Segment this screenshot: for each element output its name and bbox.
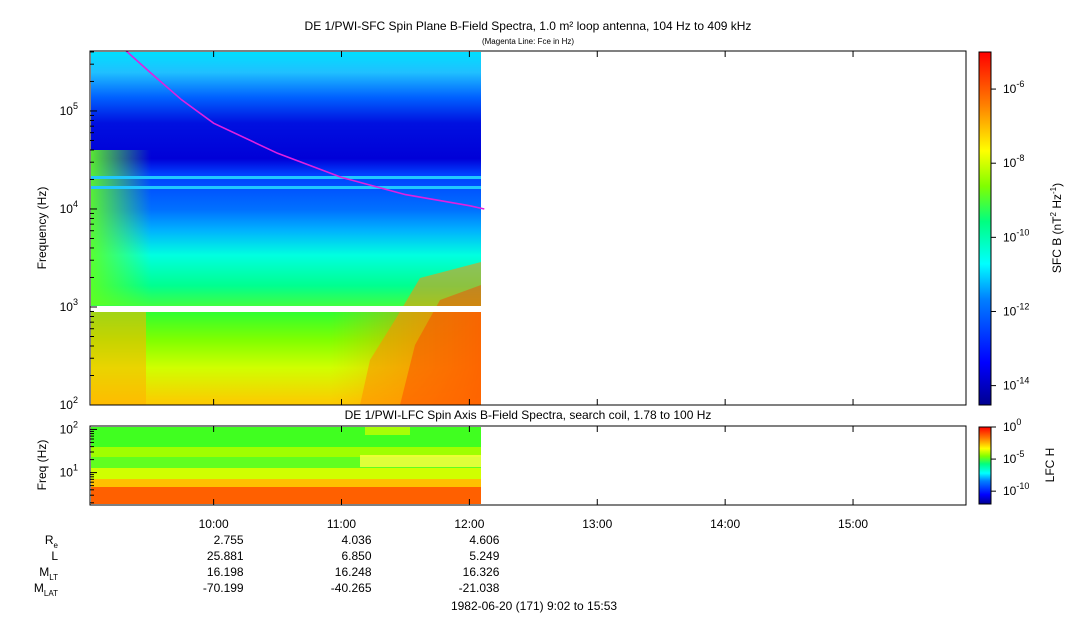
sfc-colorbar-label: SFC B (nT2 Hz-1) — [1049, 183, 1064, 273]
y-tick-label: 102 — [60, 395, 78, 412]
sfc-plot-frame — [89, 50, 967, 406]
ephemeris-value: 5.249 — [469, 549, 499, 563]
colorbar-tick-label: 10-14 — [1003, 376, 1029, 393]
ephemeris-value: 16.248 — [335, 565, 372, 579]
colorbar-tick-label: 10-8 — [1003, 153, 1024, 170]
y-tick-label: 105 — [60, 101, 78, 118]
sfc-early-burst-low — [91, 312, 146, 405]
x-tick-label: 15:00 — [838, 517, 868, 531]
ephemeris-value: 25.881 — [207, 549, 244, 563]
lfc-colorbar-ticks: 100 10-5 10-10 — [991, 417, 1029, 498]
sfc-line-a — [91, 176, 481, 179]
lfc-colorbar: 100 10-5 10-10 LFC H — [978, 417, 1057, 505]
lfc-plot-frame — [89, 425, 967, 506]
colorbar-tick-label: 100 — [1003, 417, 1021, 434]
lfc-title: DE 1/PWI-LFC Spin Axis B-Field Spectra, … — [345, 408, 712, 422]
lfc-band-3 — [91, 457, 481, 468]
lfc-band-6 — [91, 487, 481, 504]
lfc-image — [91, 427, 481, 504]
x-tick-label: 11:00 — [327, 517, 356, 531]
sfc-gap — [91, 306, 481, 312]
y-tick-label: 104 — [60, 199, 78, 216]
ephemeris-label: MLAT — [34, 581, 58, 598]
ephemeris-label: L — [51, 549, 58, 563]
ephemeris-value: 6.850 — [341, 549, 371, 563]
y-tick-label: 103 — [60, 297, 78, 314]
ephemeris-value: 16.198 — [207, 565, 244, 579]
lfc-x-ticks — [213, 426, 854, 505]
colorbar-tick-label: 10-10 — [1003, 227, 1029, 244]
lfc-top-highlight — [365, 427, 410, 435]
ephemeris-label: MLT — [39, 565, 58, 582]
lfc-colorbar-scale — [978, 426, 992, 505]
sfc-y-label: Frequency (Hz) — [35, 187, 49, 270]
colorbar-tick-label: 10-6 — [1003, 79, 1024, 96]
sfc-line-b — [91, 186, 481, 189]
lfc-colorbar-label: LFC H — [1043, 448, 1057, 483]
colorbar-tick-label: 10-10 — [1003, 481, 1029, 498]
ephemeris-value: -70.199 — [203, 581, 244, 595]
sfc-early-burst — [91, 150, 151, 305]
ephemeris-value: 4.606 — [469, 533, 499, 547]
y-tick-label: 101 — [60, 463, 78, 480]
colorbar-tick-label: 10-5 — [1003, 449, 1024, 466]
ephemeris-value: 16.326 — [463, 565, 500, 579]
lfc-y-ticks: 101 102 — [60, 419, 97, 504]
main-title: DE 1/PWI-SFC Spin Plane B-Field Spectra,… — [305, 19, 752, 33]
sfc-x-ticks — [213, 51, 854, 405]
ephemeris-label: Re — [45, 533, 59, 550]
sfc-image — [91, 52, 481, 405]
lfc-band-4 — [91, 468, 481, 479]
sfc-spectrogram: 102 103 104 105 Frequency (Hz) — [35, 50, 967, 412]
sfc-colorbar: 10-6 10-8 10-10 10-12 10-14 SFC B (nT2 Hz-1) — [978, 51, 1064, 406]
ephemeris-value: 4.036 — [341, 533, 371, 547]
lfc-band-1 — [91, 427, 481, 447]
ephemeris-value: -21.038 — [459, 581, 500, 595]
x-tick-label: 12:00 — [454, 517, 484, 531]
ephemeris-value: -40.265 — [331, 581, 372, 595]
sfc-rising-core — [400, 285, 481, 405]
y-tick-label: 102 — [60, 419, 78, 436]
x-tick-label: 10:00 — [199, 517, 229, 531]
x-tick-label: 13:00 — [582, 517, 612, 531]
lfc-highlight — [360, 455, 481, 467]
lfc-y-label: Freq (Hz) — [35, 440, 49, 491]
lfc-band-2 — [91, 447, 481, 457]
lfc-band-5 — [91, 479, 481, 487]
main-subtitle: (Magenta Line: Fce in Hz) — [482, 37, 574, 46]
sfc-y-ticks: 102 103 104 105 — [60, 51, 97, 412]
fce-line — [125, 50, 485, 210]
sfc-rising-feature — [360, 262, 481, 405]
x-tick-label: 14:00 — [710, 517, 740, 531]
sfc-colorbar-ticks: 10-6 10-8 10-10 10-12 10-14 — [991, 79, 1029, 393]
time-range-footer: 1982-06-20 (171) 9:02 to 15:53 — [451, 599, 617, 613]
lfc-spectrogram: 101 102 Freq (Hz) — [35, 419, 967, 506]
sfc-colorbar-scale — [978, 51, 992, 406]
colorbar-tick-label: 10-12 — [1003, 301, 1029, 318]
ephemeris-value: 2.755 — [214, 533, 244, 547]
